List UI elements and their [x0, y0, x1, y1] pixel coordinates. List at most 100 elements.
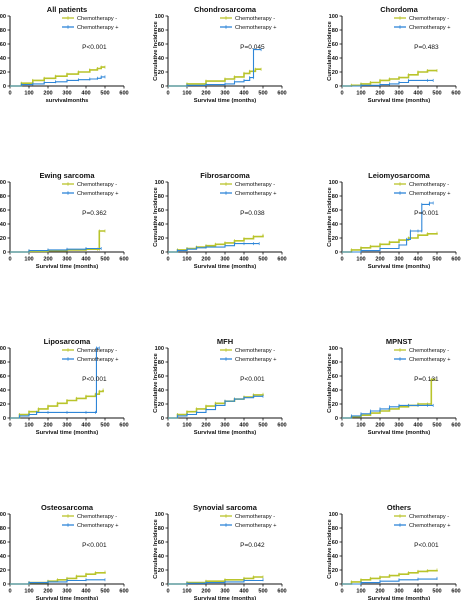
p-value: P=0.483 [414, 44, 439, 51]
x-tick-label: 600 [277, 423, 286, 429]
p-value: P<0.001 [240, 376, 265, 383]
x-tick-label: 500 [100, 257, 109, 263]
y-tick-label: 80 [332, 28, 338, 34]
legend-label: Chemotherapy - [235, 514, 275, 520]
legend-label: Chemotherapy + [409, 25, 451, 31]
x-axis-label: Survival time (months) [194, 596, 257, 600]
x-tick-label: 600 [277, 257, 286, 263]
x-tick-label: 400 [239, 91, 248, 97]
legend-label: Chemotherapy - [409, 348, 449, 354]
y-tick-label: 40 [158, 388, 164, 394]
x-axis-label: Survival time (months) [368, 430, 431, 436]
x-tick-label: 400 [413, 91, 422, 97]
chart-title: Liposarcoma [44, 337, 92, 346]
x-tick-label: 400 [239, 423, 248, 429]
x-axis-label: Survival time (months) [368, 98, 431, 104]
p-value: P<0.001 [414, 542, 439, 549]
y-tick-label: 20 [0, 402, 6, 408]
x-tick-label: 600 [451, 91, 460, 97]
p-value: P=0.131 [414, 376, 439, 383]
y-tick-label: 80 [158, 360, 164, 366]
x-axis-label: Survival time (months) [194, 430, 257, 436]
p-value: P=0.042 [240, 542, 265, 549]
x-tick-label: 100 [356, 589, 365, 595]
chart-title: All patients [47, 5, 87, 14]
y-tick-label: 100 [155, 346, 164, 352]
legend-label: Chemotherapy + [77, 357, 119, 363]
p-value: P=0.001 [414, 210, 439, 217]
x-tick-label: 600 [277, 589, 286, 595]
y-tick-label: 0 [161, 250, 164, 256]
x-axis-label: Survival time (months) [368, 264, 431, 270]
y-tick-label: 40 [0, 56, 6, 62]
x-tick-label: 100 [182, 257, 191, 263]
y-tick-label: 20 [332, 402, 338, 408]
x-tick-label: 400 [413, 589, 422, 595]
x-tick-label: 500 [432, 589, 441, 595]
y-axis-label: Cumulative Incidence [327, 20, 333, 80]
y-axis-label: Cumulative Incidence [153, 518, 159, 578]
y-tick-label: 20 [332, 236, 338, 242]
y-axis-label: Cumulative Incidence [327, 518, 333, 578]
x-tick-label: 100 [24, 589, 33, 595]
x-tick-label: 0 [340, 257, 343, 263]
x-tick-label: 300 [62, 423, 71, 429]
x-tick-label: 400 [81, 257, 90, 263]
y-tick-label: 100 [0, 180, 6, 186]
y-tick-label: 0 [161, 84, 164, 90]
x-tick-label: 600 [451, 589, 460, 595]
x-tick-label: 300 [394, 91, 403, 97]
y-tick-label: 20 [0, 70, 6, 76]
y-axis-label: Cumulative Incidence [327, 186, 333, 246]
x-tick-label: 0 [8, 423, 11, 429]
x-axis-label: Survival time (months) [36, 430, 99, 436]
y-tick-label: 20 [332, 70, 338, 76]
x-tick-label: 0 [340, 423, 343, 429]
y-tick-label: 60 [158, 540, 164, 546]
x-tick-label: 200 [375, 423, 384, 429]
x-tick-label: 500 [432, 257, 441, 263]
y-tick-label: 100 [155, 14, 164, 20]
legend-label: Chemotherapy - [235, 348, 275, 354]
y-tick-label: 100 [329, 14, 338, 20]
x-tick-label: 100 [182, 589, 191, 595]
chart-panel: MFH 0 20 40 60 80 100 0 100 200 300 400 500 600 Surviv… [153, 337, 287, 436]
y-tick-label: 20 [332, 568, 338, 574]
x-tick-label: 300 [394, 423, 403, 429]
y-tick-label: 40 [332, 56, 338, 62]
chart-title: Osteosarcoma [41, 503, 94, 512]
x-tick-label: 0 [8, 589, 11, 595]
y-tick-label: 40 [332, 388, 338, 394]
x-tick-label: 500 [258, 91, 267, 97]
y-tick-label: 40 [0, 222, 6, 228]
y-tick-label: 0 [3, 250, 6, 256]
series-line-chemo-minus [342, 378, 436, 419]
x-tick-label: 0 [166, 91, 169, 97]
chart-title: Ewing sarcoma [39, 171, 95, 180]
y-tick-label: 100 [329, 512, 338, 518]
y-tick-label: 40 [158, 56, 164, 62]
legend-label: Chemotherapy - [77, 182, 117, 188]
x-axis-label: Survival time (months) [36, 264, 99, 270]
x-tick-label: 500 [432, 423, 441, 429]
x-tick-label: 300 [394, 257, 403, 263]
x-tick-label: 200 [201, 589, 210, 595]
x-tick-label: 0 [166, 257, 169, 263]
y-tick-label: 100 [0, 14, 6, 20]
y-tick-label: 60 [332, 374, 338, 380]
p-value: P=0.045 [240, 44, 265, 51]
chart-panel: Osteosarcoma 0 20 40 60 80 100 0 100 200 300 400 500… [0, 503, 129, 600]
y-tick-label: 60 [0, 208, 6, 214]
x-tick-label: 400 [81, 423, 90, 429]
x-tick-label: 300 [220, 589, 229, 595]
x-tick-label: 400 [239, 257, 248, 263]
chart-title: Synovial sarcoma [193, 503, 258, 512]
legend-label: Chemotherapy - [77, 16, 117, 22]
x-tick-label: 100 [24, 423, 33, 429]
x-tick-label: 500 [258, 257, 267, 263]
y-tick-label: 40 [158, 554, 164, 560]
y-tick-label: 40 [158, 222, 164, 228]
x-tick-label: 300 [220, 423, 229, 429]
legend-label: Chemotherapy - [409, 16, 449, 22]
